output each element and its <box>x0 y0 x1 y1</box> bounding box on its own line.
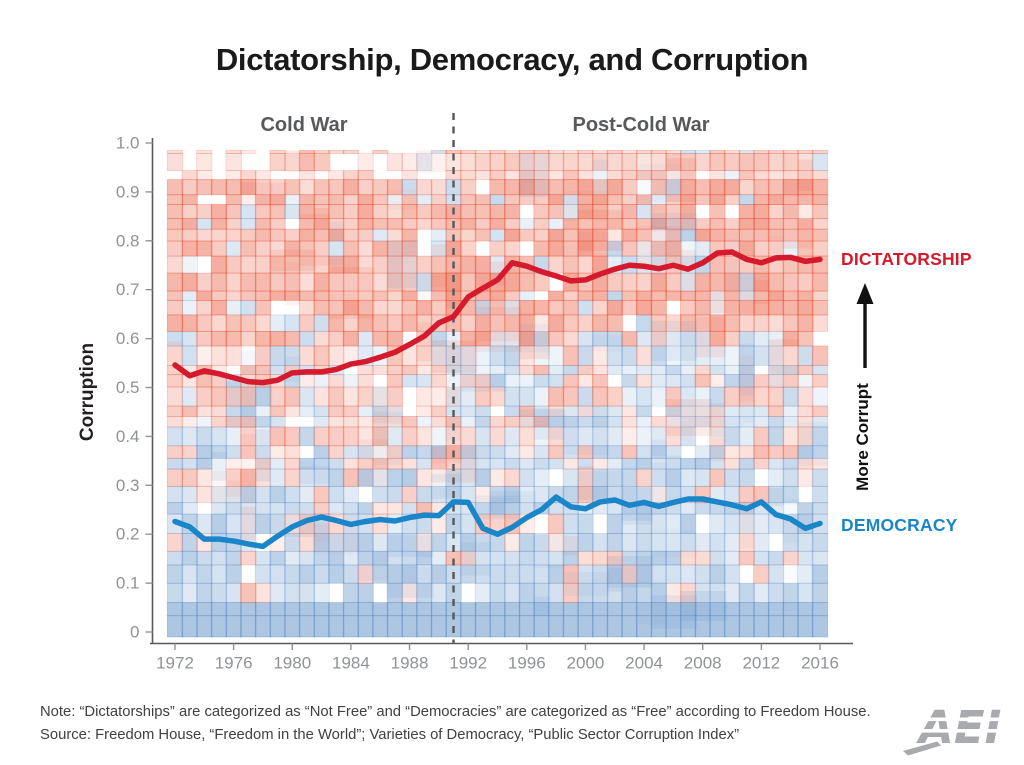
svg-text:0.3: 0.3 <box>116 476 140 495</box>
svg-text:0: 0 <box>130 623 139 642</box>
svg-text:2016: 2016 <box>801 654 839 673</box>
country-mosaic-layer <box>166 149 829 638</box>
svg-text:1972: 1972 <box>156 654 194 673</box>
more-corrupt-arrow-icon <box>856 283 874 368</box>
svg-text:0.7: 0.7 <box>116 280 140 299</box>
logo-stripe <box>911 717 1013 722</box>
aei-logo: AEI <box>903 701 1013 756</box>
svg-text:1980: 1980 <box>273 654 311 673</box>
era-label-cold-war: Cold War <box>260 114 348 136</box>
svg-text:2004: 2004 <box>625 654 663 673</box>
svg-text:0.2: 0.2 <box>116 525 140 544</box>
svg-text:1.0: 1.0 <box>116 134 140 153</box>
svg-text:1988: 1988 <box>391 654 429 673</box>
svg-text:0.5: 0.5 <box>116 378 140 397</box>
logo-swoosh <box>903 741 941 756</box>
svg-text:1996: 1996 <box>508 654 546 673</box>
era-label-post-cold-war: Post-Cold War <box>572 114 710 136</box>
svg-text:1976: 1976 <box>215 654 253 673</box>
dictatorship-line <box>172 249 823 386</box>
axes: 0 0.1 0.2 0.3 0.4 0.5 0.6 0.7 0.8 0.9 1.0 1972 1976 1… <box>116 134 853 673</box>
svg-text:2000: 2000 <box>567 654 605 673</box>
dictatorship-series-label: DICTATORSHIP <box>841 249 972 269</box>
svg-text:0.1: 0.1 <box>116 574 140 593</box>
svg-text:1984: 1984 <box>332 654 370 673</box>
democracy-series-label: DEMOCRACY <box>841 515 958 535</box>
svg-text:0.4: 0.4 <box>116 427 140 446</box>
democracy-line <box>172 494 823 550</box>
svg-text:0.6: 0.6 <box>116 329 140 348</box>
trend-lines <box>172 249 823 550</box>
more-corrupt-label: More Corrupt <box>853 383 872 491</box>
page-title: Dictatorship, Democracy, and Corruption <box>215 42 809 77</box>
y-axis-title: Corruption <box>77 342 98 442</box>
source-text: Source: Freedom House, “Freedom in the W… <box>40 727 740 743</box>
svg-text:0.8: 0.8 <box>116 231 140 250</box>
logo-stripe <box>909 729 1011 733</box>
svg-text:2012: 2012 <box>742 654 780 673</box>
svg-text:1992: 1992 <box>449 654 487 673</box>
svg-text:0.9: 0.9 <box>116 182 140 201</box>
svg-text:2008: 2008 <box>684 654 722 673</box>
note-text: Note: “Dictatorships” are categorized as… <box>40 704 871 720</box>
